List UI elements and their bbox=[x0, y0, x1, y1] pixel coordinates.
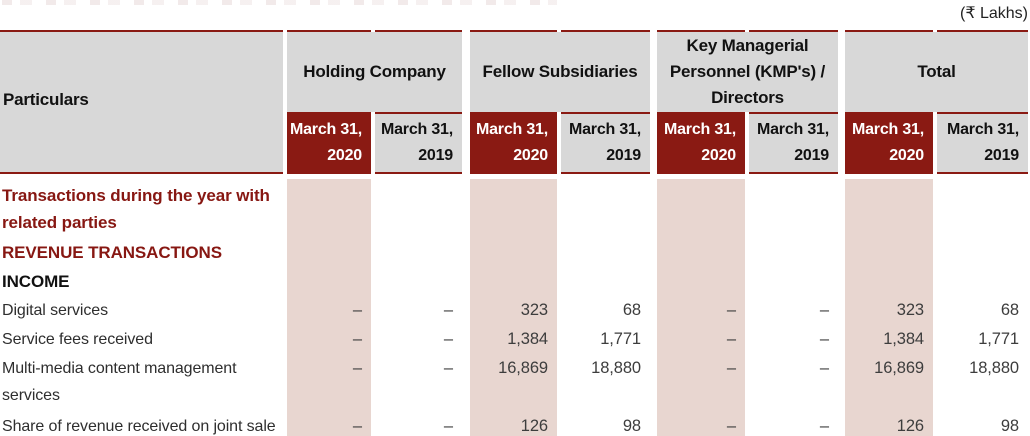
particulars-header-cell: Particulars bbox=[0, 32, 283, 174]
value-cell bbox=[657, 236, 745, 265]
value-cell: 1,384 bbox=[883, 330, 924, 348]
value-cell: 323 bbox=[520, 301, 548, 319]
cropped-heading-remnant bbox=[2, 0, 557, 5]
value-cell: 68 bbox=[622, 301, 641, 319]
table-top-border-segment bbox=[470, 30, 557, 32]
value-cell bbox=[470, 179, 557, 236]
value-cell: – bbox=[726, 330, 736, 348]
period-header-cell-holding-company-march-31-2019: March 31, 2019 bbox=[375, 112, 462, 174]
value-cell: – bbox=[443, 359, 453, 377]
row-label: Transactions during the year with relate… bbox=[2, 186, 270, 232]
value-cell bbox=[937, 265, 1028, 294]
value-cell: – bbox=[443, 330, 453, 348]
value-cell: – bbox=[819, 359, 829, 377]
value-cell bbox=[657, 179, 745, 236]
value-cell: – bbox=[352, 359, 362, 377]
row-label: INCOME bbox=[2, 272, 70, 291]
value-cell bbox=[375, 236, 462, 265]
value-cell: – bbox=[443, 301, 453, 319]
value-cell bbox=[375, 179, 462, 236]
value-cell: – bbox=[443, 417, 453, 435]
value-cell: 16,869 bbox=[498, 359, 548, 377]
value-cell: 323 bbox=[896, 301, 924, 319]
value-cell: 18,880 bbox=[969, 359, 1019, 377]
table-top-border-segment bbox=[749, 30, 838, 32]
value-cell bbox=[375, 265, 462, 294]
value-cell bbox=[937, 179, 1028, 236]
value-cell: – bbox=[352, 417, 362, 435]
value-cell: – bbox=[352, 301, 362, 319]
current-year-column-stripe bbox=[287, 179, 371, 436]
related-party-table: Particulars Holding Company Fellow Subsidi… bbox=[0, 30, 1030, 436]
value-cell: 1,771 bbox=[600, 330, 641, 348]
table-top-border-segment bbox=[845, 30, 933, 32]
period-header-cell-kmp-directors-march-31-2020: March 31, 2020 bbox=[657, 112, 745, 174]
group-header-cell-total: Total bbox=[845, 32, 1028, 112]
table-top-border-segment bbox=[937, 30, 1028, 32]
table-top-border-segment bbox=[0, 30, 283, 32]
value-cell: 1,771 bbox=[978, 330, 1019, 348]
value-cell: – bbox=[819, 301, 829, 319]
value-cell: – bbox=[726, 301, 736, 319]
value-cell: – bbox=[726, 417, 736, 435]
row-label: Share of revenue received on joint sale bbox=[2, 418, 276, 435]
value-cell: 126 bbox=[520, 417, 548, 435]
row-label: Service fees received bbox=[2, 331, 153, 348]
row-label: REVENUE TRANSACTIONS bbox=[2, 243, 222, 262]
value-cell bbox=[749, 265, 838, 294]
group-header-cell-fellow-subsidiaries: Fellow Subsidiaries bbox=[470, 32, 650, 112]
period-header-cell-fellow-subsidiaries-march-31-2019: March 31, 2019 bbox=[561, 112, 650, 174]
value-cell: 98 bbox=[622, 417, 641, 435]
current-year-column-stripe bbox=[845, 179, 933, 436]
current-year-column-stripe bbox=[657, 179, 745, 436]
value-cell bbox=[937, 236, 1028, 265]
value-cell bbox=[845, 265, 933, 294]
value-cell bbox=[749, 236, 838, 265]
value-cell: 98 bbox=[1000, 417, 1019, 435]
period-header-cell-fellow-subsidiaries-march-31-2020: March 31, 2020 bbox=[470, 112, 557, 174]
value-cell: – bbox=[726, 359, 736, 377]
value-cell bbox=[287, 179, 371, 236]
value-cell: – bbox=[819, 330, 829, 348]
value-cell: – bbox=[352, 330, 362, 348]
value-cell bbox=[845, 179, 933, 236]
value-cell: 126 bbox=[896, 417, 924, 435]
value-cell bbox=[561, 265, 650, 294]
value-cell: 1,384 bbox=[507, 330, 548, 348]
units-note: (₹ Lakhs) bbox=[960, 5, 1028, 22]
value-cell: 16,869 bbox=[874, 359, 924, 377]
value-cell bbox=[287, 236, 371, 265]
value-cell bbox=[561, 236, 650, 265]
table-top-border-segment bbox=[657, 30, 745, 32]
value-cell bbox=[561, 179, 650, 236]
value-cell: 18,880 bbox=[591, 359, 641, 377]
period-header-cell-kmp-directors-march-31-2019: March 31, 2019 bbox=[749, 112, 838, 174]
period-header-cell-holding-company-march-31-2020: March 31, 2020 bbox=[287, 112, 371, 174]
row-label: Digital services bbox=[2, 302, 108, 319]
group-header-cell-kmp-directors: Key Managerial Personnel (KMP's) / Direc… bbox=[657, 32, 838, 112]
value-cell: 68 bbox=[1000, 301, 1019, 319]
value-cell: – bbox=[819, 417, 829, 435]
row-label: Multi-media content management services bbox=[2, 360, 237, 404]
period-header-cell-total-march-31-2019: March 31, 2019 bbox=[937, 112, 1028, 174]
value-cell bbox=[470, 265, 557, 294]
table-top-border-segment bbox=[561, 30, 650, 32]
value-cell bbox=[287, 265, 371, 294]
table-top-border-segment bbox=[287, 30, 371, 32]
table-top-border-segment bbox=[375, 30, 462, 32]
value-cell bbox=[470, 236, 557, 265]
value-cell bbox=[749, 179, 838, 236]
value-cell bbox=[657, 265, 745, 294]
current-year-column-stripe bbox=[470, 179, 557, 436]
group-header-cell-holding-company: Holding Company bbox=[287, 32, 462, 112]
period-header-cell-total-march-31-2020: March 31, 2020 bbox=[845, 112, 933, 174]
value-cell bbox=[845, 236, 933, 265]
